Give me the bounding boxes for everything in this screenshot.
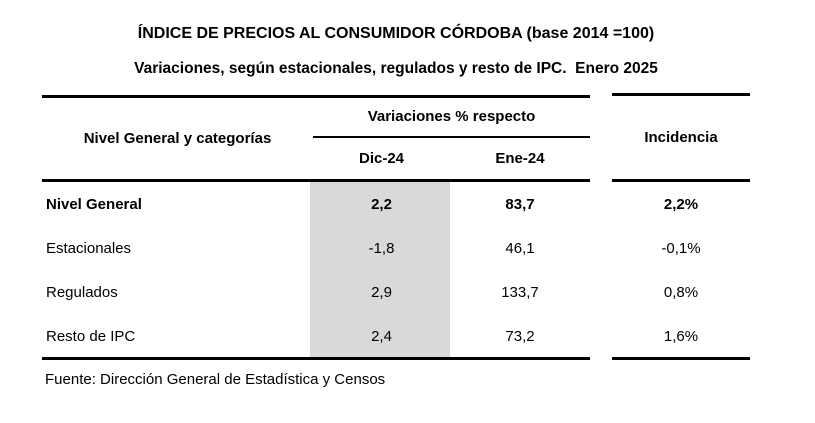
value-ene24: 83,7 [505,195,535,213]
table-row: Nivel General 2,2 83,7 2,2% [42,182,750,226]
report-subtitle: Variaciones, según estacionales, regulad… [134,60,658,77]
column-header-categories: Nivel General y categorías [83,129,272,147]
value-ene24: 46,1 [505,239,535,257]
column-header-dic24: Dic-24 [358,150,405,167]
value-incidencia: 2,2% [663,195,699,213]
value-dic24: 2,9 [371,283,392,301]
value-incidencia: 0,8% [663,283,699,301]
incidencia-top-rule [612,93,750,96]
row-label: Resto de IPC [46,327,136,345]
table-row: Estacionales -1,8 46,1 -0,1% [42,226,750,270]
group-header-rule [313,136,590,138]
value-dic24: 2,2 [371,195,392,213]
dic24-column-highlight [310,182,450,357]
column-header-ene24: Ene-24 [495,150,545,167]
table-body: Nivel General 2,2 83,7 2,2% Estacionales… [42,182,750,358]
report-title: ÍNDICE DE PRECIOS AL CONSUMIDOR CÓRDOBA … [137,25,655,42]
row-label: Regulados [46,283,118,301]
table-bottom-rule [42,357,590,360]
value-ene24: 133,7 [501,283,539,301]
column-header-incidencia: Incidencia [644,128,718,146]
table-top-rule [42,95,590,98]
row-label: Estacionales [46,239,132,257]
value-dic24: 2,4 [371,327,392,345]
value-incidencia: 1,6% [663,327,699,345]
table-row: Regulados 2,9 133,7 0,8% [42,270,750,314]
header-bottom-rule [42,179,590,182]
column-group-header-variaciones: Variaciones % respecto [367,108,536,125]
incidencia-bottom-rule [612,357,750,360]
value-incidencia: -0,1% [661,239,701,257]
incidencia-header-bottom-rule [612,179,750,182]
source-note: Fuente: Dirección General de Estadística… [45,371,386,388]
row-label: Nivel General [46,195,142,213]
table-row: Resto de IPC 2,4 73,2 1,6% [42,314,750,358]
value-dic24: -1,8 [368,239,395,257]
value-ene24: 73,2 [505,327,535,345]
